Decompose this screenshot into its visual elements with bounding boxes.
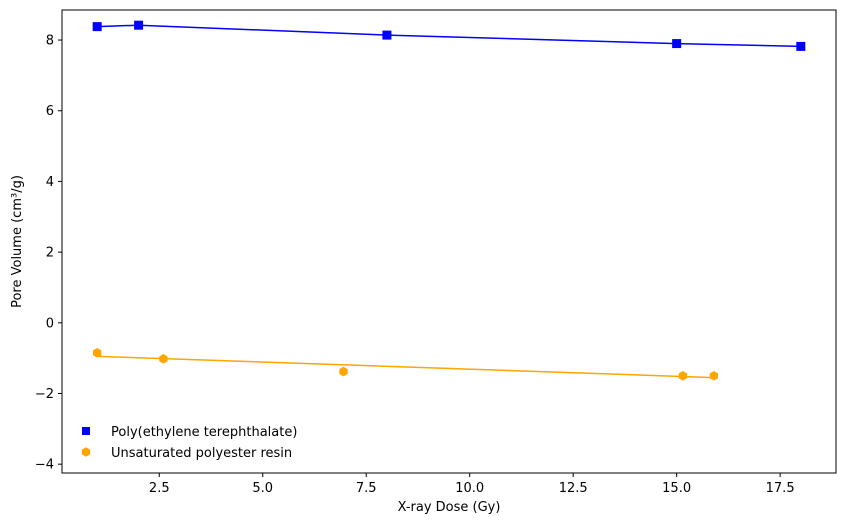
y-tick-label: −2 xyxy=(35,387,54,402)
series-0-line xyxy=(97,24,801,48)
y-axis-label: Pore Volume (cm³/g) xyxy=(10,175,25,308)
x-tick-label: 7.5 xyxy=(356,481,377,496)
series-0-point xyxy=(382,30,392,40)
x-tick-label: 12.5 xyxy=(559,481,588,496)
plot-area xyxy=(92,20,806,381)
series-1-point xyxy=(93,348,102,358)
plot-frame xyxy=(61,9,837,474)
series-0-point xyxy=(134,20,144,30)
legend-label-series-0: Poly(ethylene terephthalate) xyxy=(111,425,297,440)
legend-marker-hexagon xyxy=(81,447,91,457)
y-tick-label: 0 xyxy=(46,316,54,331)
x-tick-label: 15.0 xyxy=(662,481,691,496)
y-tick-label: 8 xyxy=(46,34,54,49)
x-tick-label: 5.0 xyxy=(252,481,273,496)
y-axis: −4 −2 0 2 4 6 8 xyxy=(35,34,62,473)
legend-label-series-1: Unsaturated polyester resin xyxy=(111,446,292,461)
x-axis-label: X-ray Dose (Gy) xyxy=(398,500,501,515)
series-1-point xyxy=(159,354,168,364)
legend: Poly(ethylene terephthalate) Unsaturated… xyxy=(81,425,297,461)
y-tick-label: 2 xyxy=(46,246,54,261)
series-1-point xyxy=(678,371,688,381)
x-tick-label: 2.5 xyxy=(149,481,170,496)
x-tick-label: 17.5 xyxy=(766,481,795,496)
series-1-line xyxy=(97,355,714,379)
legend-marker-square xyxy=(82,427,90,435)
series-0-point xyxy=(92,22,102,32)
series-1-point xyxy=(339,366,348,377)
y-tick-label: −4 xyxy=(35,458,54,473)
series-1-point xyxy=(709,371,719,381)
x-tick-label: 10.0 xyxy=(455,481,484,496)
y-tick-label: 6 xyxy=(46,104,54,119)
series-0-point xyxy=(796,41,806,51)
series-0-point xyxy=(672,39,682,49)
x-axis: 2.5 5.0 7.5 10.0 12.5 15.0 17.5 xyxy=(149,473,795,496)
y-tick-label: 4 xyxy=(46,175,54,190)
